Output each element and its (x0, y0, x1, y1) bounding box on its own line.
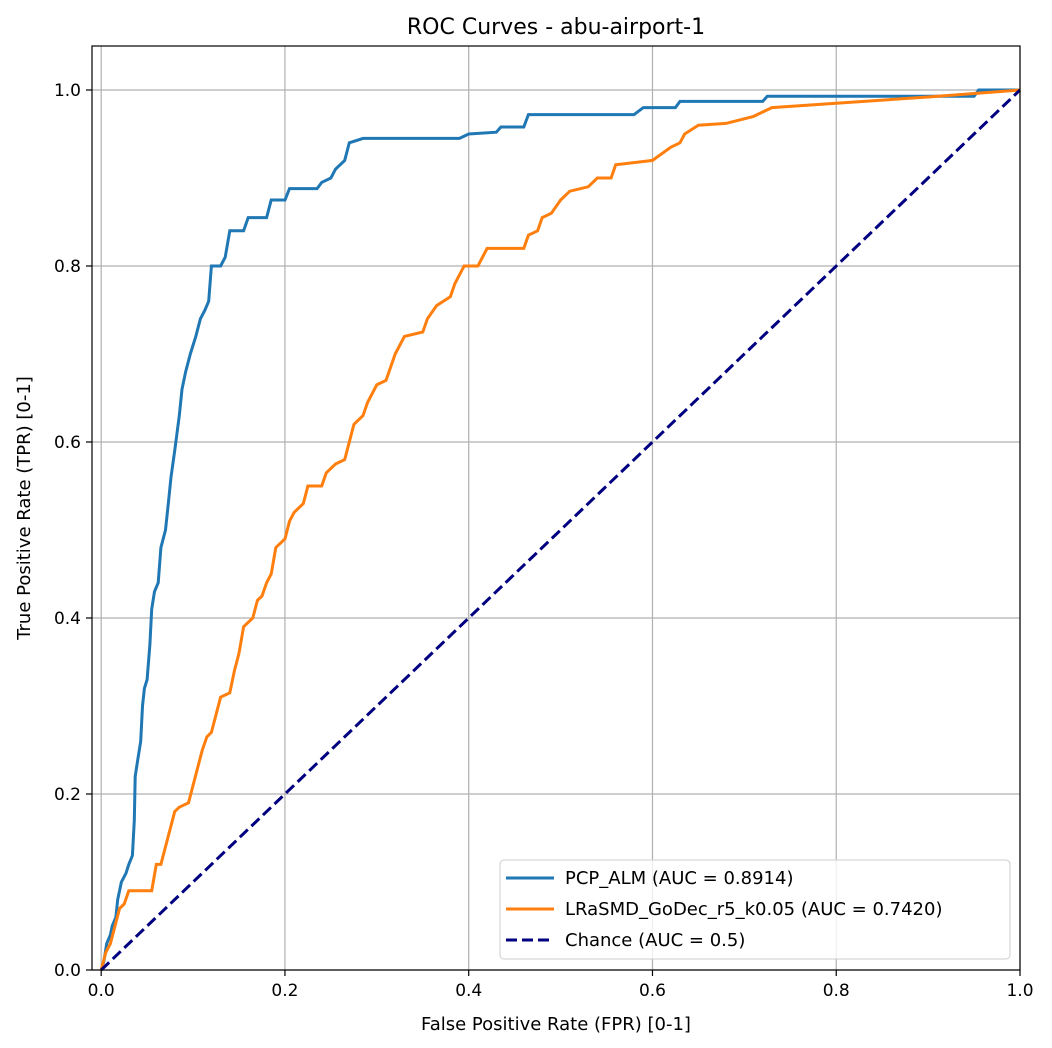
x-tick-label: 0.2 (271, 981, 298, 1001)
plot-frame (91, 45, 1021, 971)
x-tick-label: 0.8 (823, 981, 850, 1001)
x-tick-label: 0.0 (88, 981, 115, 1001)
y-tick-label: 1.0 (54, 81, 81, 101)
x-tick-label: 0.6 (639, 981, 666, 1001)
series-line-2 (100, 88, 1022, 972)
legend: PCP_ALM (AUC = 0.8914) LRaSMD_GoDec_r5_k0… (499, 859, 1011, 960)
y-tick-label: 0.0 (54, 961, 81, 981)
y-tick-label: 0.8 (54, 257, 81, 277)
y-axis-label: True Positive Rate (TPR) [0-1] (14, 376, 35, 641)
y-tick-label: 0.4 (54, 609, 81, 629)
chart-title: ROC Curves - abu-airport-1 (407, 15, 705, 40)
series-layer (99, 88, 1022, 972)
x-tick-label: 0.4 (455, 981, 482, 1001)
x-axis-ticks: 0.0 0.2 0.4 0.6 0.8 1.0 (88, 970, 1034, 1001)
legend-label-1: LRaSMD_GoDec_r5_k0.05 (AUC = 0.7420) (565, 899, 942, 920)
series-line-1 (99, 88, 1021, 971)
legend-label-2: Chance (AUC = 0.5) (565, 930, 745, 951)
legend-box (499, 859, 1011, 960)
plot-area (92, 46, 1020, 970)
y-axis-ticks: 0.0 0.2 0.4 0.6 0.8 1.0 (54, 81, 92, 981)
y-tick-label: 0.2 (54, 785, 81, 805)
legend-label-0: PCP_ALM (AUC = 0.8914) (565, 868, 793, 889)
y-tick-label: 0.6 (54, 433, 81, 453)
x-tick-label: 1.0 (1006, 981, 1033, 1001)
x-axis-label: False Positive Rate (FPR) [0-1] (421, 1014, 691, 1035)
series-line-0 (99, 88, 1020, 971)
grid (92, 46, 1021, 971)
